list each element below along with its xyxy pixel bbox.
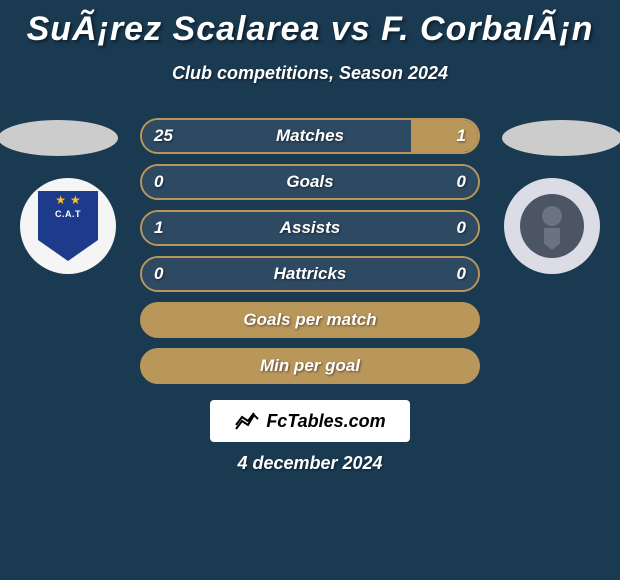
- stat-row-goals-per-match: Goals per match: [140, 302, 480, 338]
- stat-row-matches: 251Matches: [140, 118, 480, 154]
- star-icon: ★: [70, 193, 81, 207]
- stat-label: Hattricks: [142, 258, 478, 290]
- stat-label: Goals: [142, 166, 478, 198]
- brand-badge: FcTables.com: [210, 400, 410, 442]
- subtitle: Club competitions, Season 2024: [0, 63, 620, 84]
- player-oval-left: [0, 120, 118, 156]
- chart-icon: [234, 411, 260, 431]
- crest-text-left: C.A.T: [55, 209, 81, 219]
- crest-stars: ★ ★: [55, 193, 81, 207]
- stat-row-assists: 10Assists: [140, 210, 480, 246]
- stat-row-min-per-goal: Min per goal: [140, 348, 480, 384]
- club-crest-right: [504, 178, 600, 274]
- brand-text: FcTables.com: [266, 411, 385, 432]
- page-title: SuÃ¡rez Scalarea vs F. CorbalÃ¡n: [0, 0, 620, 49]
- star-icon: ★: [55, 193, 66, 207]
- crest-shield-right: [520, 194, 584, 258]
- stat-label: Matches: [142, 120, 478, 152]
- stat-label: Assists: [142, 212, 478, 244]
- stat-row-goals: 00Goals: [140, 164, 480, 200]
- date-text: 4 december 2024: [0, 453, 620, 474]
- player-oval-right: [502, 120, 620, 156]
- crest-shield-left: ★ ★ C.A.T: [38, 191, 98, 261]
- stat-bars: 251Matches 00Goals 10Assists 00Hattricks Goa…: [140, 118, 480, 394]
- club-crest-left: ★ ★ C.A.T: [20, 178, 116, 274]
- stat-row-hattricks: 00Hattricks: [140, 256, 480, 292]
